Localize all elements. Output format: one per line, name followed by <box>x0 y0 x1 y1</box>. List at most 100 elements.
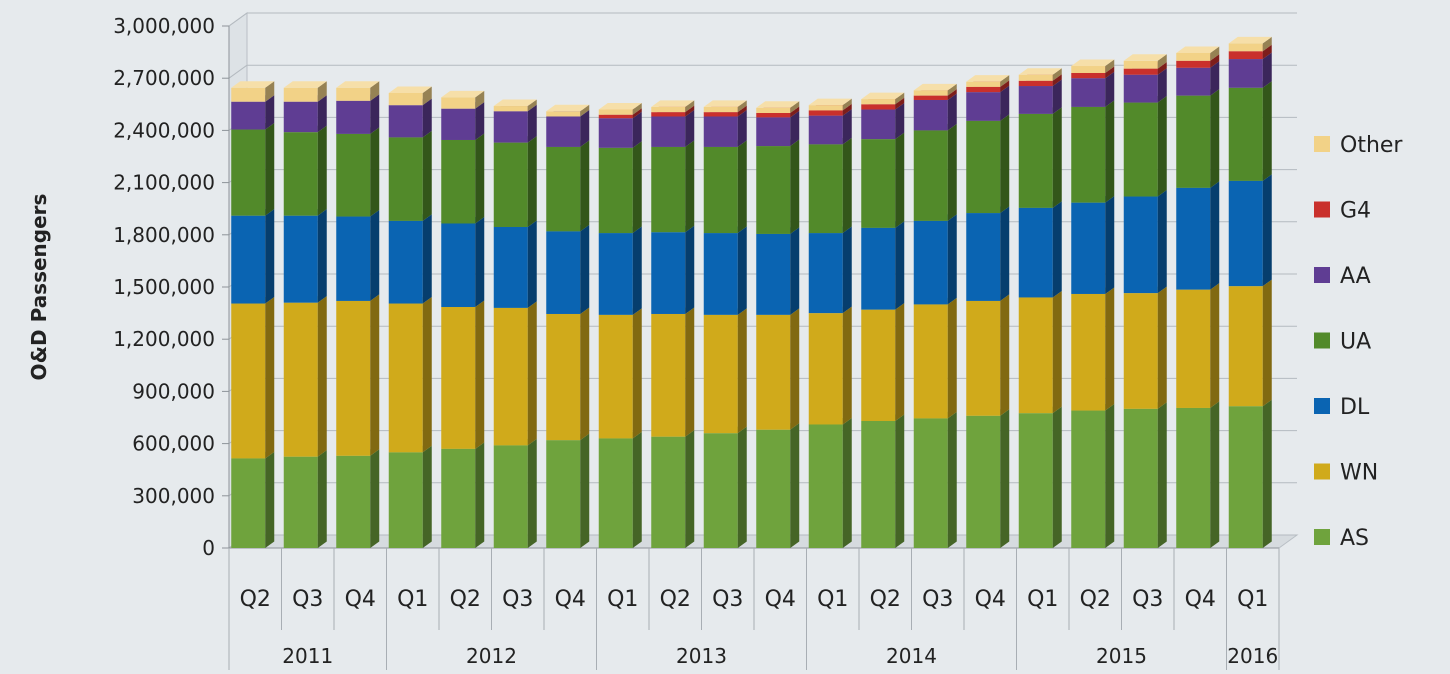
legend-item-g4: G4 <box>1314 199 1371 224</box>
bar-side <box>790 423 800 548</box>
bar-segment-dl <box>1071 196 1115 294</box>
bar-side <box>1105 404 1115 548</box>
bar-side <box>527 438 537 548</box>
bar-segment-as <box>651 430 695 548</box>
bar-front <box>1228 59 1263 88</box>
legend-item-aa: AA <box>1314 264 1371 289</box>
y-tick-label: 2,400,000 <box>113 118 215 142</box>
bar-side <box>632 141 642 234</box>
bar-side <box>1052 79 1062 114</box>
bar-side <box>685 100 695 113</box>
bar-front <box>808 144 843 234</box>
bar-side <box>1105 287 1115 411</box>
legend-item-as: AS <box>1314 526 1369 551</box>
bar-front <box>336 87 371 101</box>
bar-segment-wn <box>441 300 485 449</box>
bar-segment-other <box>283 81 327 102</box>
x-category-label: Q2 <box>450 587 481 612</box>
bar-front <box>441 448 476 548</box>
x-group-label: 2015 <box>1096 644 1147 668</box>
legend-item-other: Other <box>1314 133 1403 158</box>
bar-segment-as <box>703 426 747 548</box>
legend-item-dl: DL <box>1314 395 1370 420</box>
bar-side <box>1262 52 1272 88</box>
bar-side <box>422 86 432 106</box>
bar-side <box>1000 75 1010 87</box>
bar-stack <box>1123 54 1167 548</box>
bar-front <box>1176 187 1211 290</box>
bar-side <box>1210 401 1220 548</box>
bar-front <box>1123 60 1158 69</box>
bar-front <box>1071 106 1106 203</box>
bar-segment-ua <box>703 140 747 234</box>
bar-segment-as <box>598 431 642 548</box>
y-tick-label: 1,200,000 <box>113 327 215 351</box>
bar-side <box>1262 81 1272 181</box>
bar-side <box>1105 71 1115 107</box>
bar-segment-dl <box>1176 181 1220 290</box>
y-tick-label: 300,000 <box>132 484 215 508</box>
bar-front <box>388 137 423 221</box>
y-tick-label: 600,000 <box>132 432 215 456</box>
bar-segment-other <box>1071 59 1115 73</box>
bar-side <box>947 89 957 100</box>
bar-front <box>493 307 528 446</box>
bar-front <box>546 116 581 147</box>
bar-segment-ua <box>231 123 275 216</box>
bar-segment-as <box>1176 401 1220 548</box>
bar-front <box>598 314 633 439</box>
bar-front <box>493 142 528 227</box>
bar-top <box>861 92 905 100</box>
bar-segment-dl <box>1123 190 1167 294</box>
bar-side <box>370 210 380 301</box>
bar-side <box>265 297 275 459</box>
bar-front <box>1071 66 1106 73</box>
bar-top <box>808 98 852 106</box>
bar-front <box>913 220 948 305</box>
bar-stack <box>493 99 537 548</box>
bar-side <box>632 111 642 148</box>
bar-front <box>1228 286 1263 407</box>
bar-stack <box>1176 46 1220 548</box>
bar-side <box>1052 290 1062 414</box>
bar-front <box>1123 74 1158 103</box>
bar-side <box>737 105 747 117</box>
bar-front <box>756 113 791 118</box>
x-category-label: Q3 <box>922 587 953 612</box>
bar-side <box>790 139 800 234</box>
bar-front <box>1018 113 1053 208</box>
bar-side <box>685 225 695 314</box>
bar-side <box>1262 399 1272 548</box>
bar-segment-other <box>598 103 642 115</box>
bar-segment-ua <box>493 136 537 227</box>
bar-side <box>895 97 905 110</box>
y-tick-label: 1,800,000 <box>113 223 215 247</box>
bar-side <box>1157 96 1167 197</box>
bar-segment-as <box>388 445 432 548</box>
bar-top <box>598 103 642 110</box>
bar-segment-dl <box>598 226 642 315</box>
bar-front <box>651 232 686 314</box>
bar-front <box>1018 297 1053 414</box>
bar-segment-wn <box>756 308 800 430</box>
x-group-label: 2016 <box>1227 644 1278 668</box>
x-category-label: Q4 <box>765 587 796 612</box>
x-category-label: Q1 <box>607 587 638 612</box>
bar-side <box>317 95 327 133</box>
bar-side <box>632 308 642 439</box>
bar-side <box>317 450 327 548</box>
bar-front <box>651 436 686 548</box>
bar-top <box>1123 54 1167 61</box>
bar-front <box>913 99 948 131</box>
bar-side <box>1000 206 1010 301</box>
bar-front <box>231 215 266 304</box>
bar-front <box>283 215 318 303</box>
bar-side <box>1105 59 1115 73</box>
bar-segment-aa <box>441 102 485 140</box>
bar-stack <box>1018 68 1062 548</box>
bar-front <box>703 433 738 548</box>
bar-front <box>283 456 318 548</box>
bar-top <box>1228 36 1272 44</box>
bar-side <box>422 297 432 453</box>
